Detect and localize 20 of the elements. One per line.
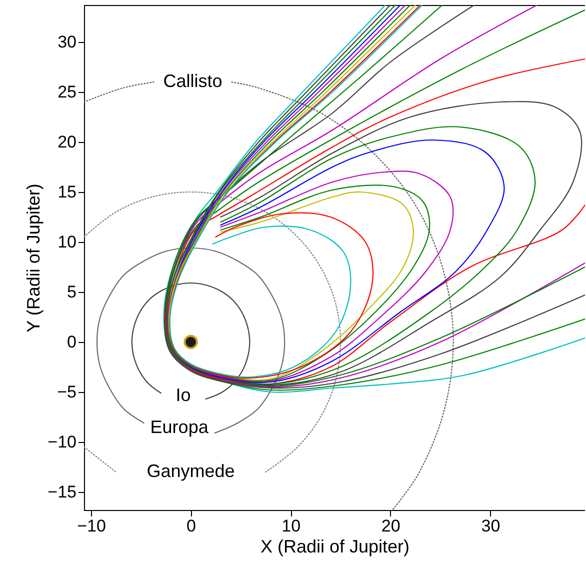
x-tick-label: 20 — [381, 516, 400, 536]
y-tick-label: −15 — [48, 482, 76, 502]
series-label: Europa — [150, 417, 210, 437]
x-tick-label: 10 — [282, 516, 301, 536]
y-tick-label: 20 — [58, 132, 76, 152]
x-axis-title: X (Radii of Jupiter) — [260, 536, 410, 556]
y-tick-label: 15 — [58, 182, 76, 202]
series-label: Ganymede — [146, 461, 235, 481]
y-tick-label: 10 — [58, 232, 76, 252]
series-label: Callisto — [163, 71, 222, 91]
y-tick-label: 25 — [58, 82, 76, 102]
y-tick-label: −10 — [48, 432, 76, 452]
series-label: Io — [176, 385, 191, 405]
x-tick-label: 0 — [186, 516, 196, 536]
y-tick-label: 30 — [58, 32, 76, 52]
x-tick-label: 30 — [481, 516, 500, 536]
y-tick-label: 0 — [67, 332, 76, 352]
y-tick-label: 5 — [67, 282, 76, 302]
y-tick-label: −5 — [57, 382, 76, 402]
y-axis-title: Y (Radii of Jupiter) — [24, 184, 44, 332]
